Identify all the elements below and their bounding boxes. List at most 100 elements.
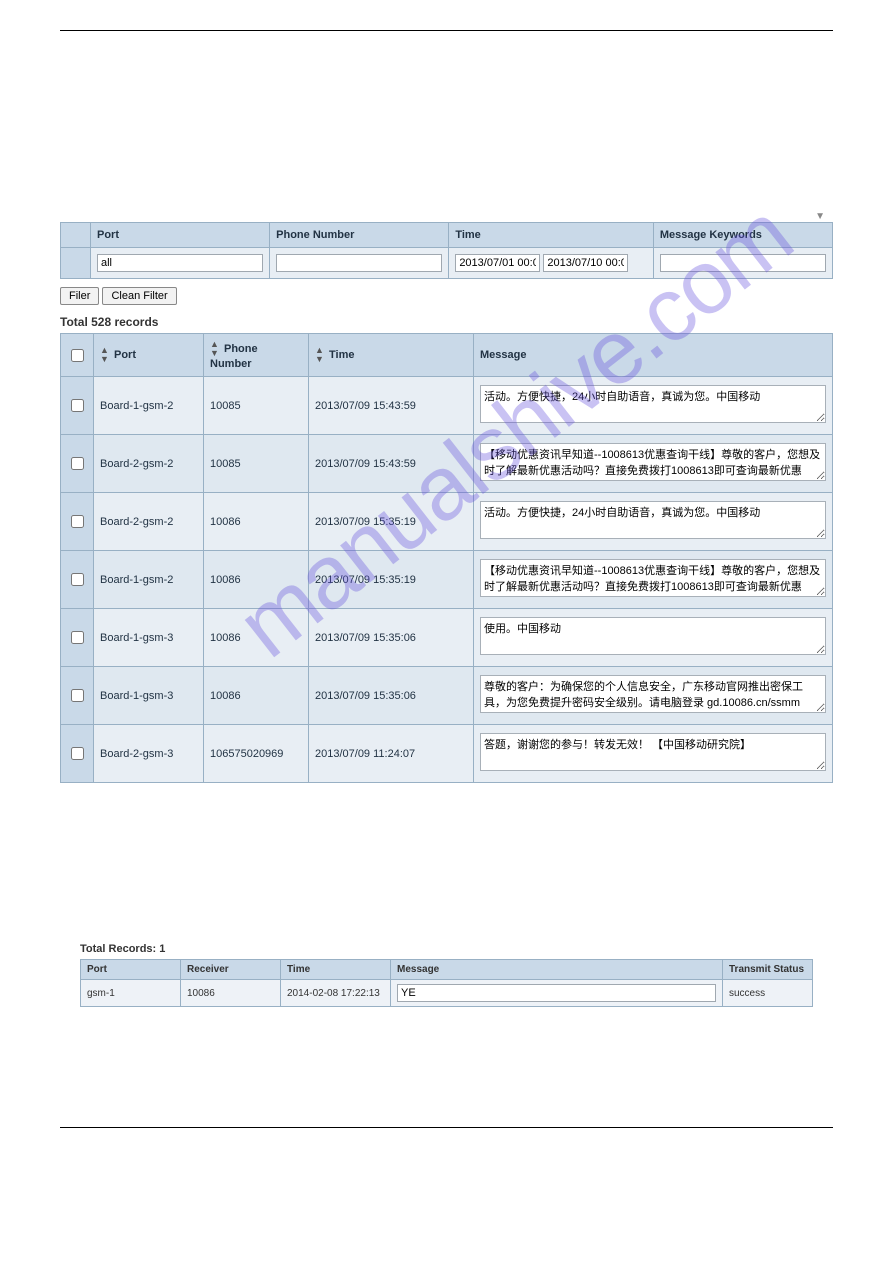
filter-time-header: Time [449, 223, 654, 248]
records-message-header: Message [474, 334, 833, 377]
row-message[interactable]: 【移动优惠资讯早知道--1008613优惠查询干线】尊敬的客户，您想及时了解最新… [480, 443, 826, 481]
row-message[interactable]: 答题，谢谢您的参与！转发无效！ 【中国移动研究院】 [480, 733, 826, 771]
row-port: Board-1-gsm-2 [94, 551, 204, 609]
row-check[interactable] [71, 457, 84, 470]
records-port-header-label: Port [114, 349, 136, 361]
collapse-icon[interactable]: ▼ [60, 211, 833, 222]
filter-actions: Filer Clean Filter [60, 287, 833, 305]
row-time: 2013/07/09 11:24:07 [309, 725, 474, 783]
row-message[interactable]: 活动。方便快捷，24小时自助语音，真诚为您。中国移动 [480, 501, 826, 539]
row-check-cell [61, 493, 94, 551]
outbox-receiver: 10086 [181, 980, 281, 1007]
row-time: 2013/07/09 15:35:19 [309, 493, 474, 551]
outbox-message[interactable] [397, 984, 716, 1002]
row-port: Board-1-gsm-3 [94, 609, 204, 667]
filter-table: Port Phone Number Time Message Keywords [60, 222, 833, 279]
row-time: 2013/07/09 15:35:06 [309, 667, 474, 725]
records-total-label: Total 528 records [60, 315, 833, 329]
filter-button[interactable]: Filer [60, 287, 99, 305]
row-check-cell [61, 435, 94, 493]
table-row: Board-1-gsm-3100862013/07/09 15:35:06尊敬的… [61, 667, 833, 725]
outbox-message-header: Message [391, 960, 723, 980]
filter-phone-header: Phone Number [270, 223, 449, 248]
records-port-header[interactable]: Port [94, 334, 204, 377]
filter-time-to-input[interactable] [543, 254, 628, 272]
filter-port-input[interactable] [97, 254, 263, 272]
row-message-cell: 活动。方便快捷，24小时自助语音，真诚为您。中国移动 [474, 493, 833, 551]
records-time-header[interactable]: Time [309, 334, 474, 377]
top-rule [60, 30, 833, 31]
sort-icon[interactable] [100, 346, 110, 364]
outbox-row: gsm-1100862014-02-08 17:22:13success [81, 980, 813, 1007]
clean-filter-button[interactable]: Clean Filter [102, 287, 176, 305]
filter-time-cell [449, 248, 654, 279]
row-check-cell [61, 377, 94, 435]
outbox-receiver-header: Receiver [181, 960, 281, 980]
filter-lead-header [61, 223, 91, 248]
table-row: Board-1-gsm-2100852013/07/09 15:43:59活动。… [61, 377, 833, 435]
row-phone: 10086 [204, 609, 309, 667]
row-check-cell [61, 667, 94, 725]
row-check[interactable] [71, 689, 84, 702]
table-row: Board-1-gsm-2100862013/07/09 15:35:19【移动… [61, 551, 833, 609]
records-table: Port Phone Number Time Message Board-1-g… [60, 333, 833, 783]
row-phone: 10085 [204, 377, 309, 435]
records-check-all[interactable] [71, 349, 84, 362]
row-phone: 106575020969 [204, 725, 309, 783]
records-time-header-label: Time [329, 349, 354, 361]
outbox-panel: Total Records: 1 Port Receiver Time Mess… [60, 943, 833, 1007]
row-check-cell [61, 725, 94, 783]
row-check[interactable] [71, 631, 84, 644]
filter-panel: Port Phone Number Time Message Keywords [60, 222, 833, 279]
row-check[interactable] [71, 573, 84, 586]
filter-phone-input[interactable] [276, 254, 442, 272]
records-check-all-cell [61, 334, 94, 377]
row-message-cell: 使用。中国移动 [474, 609, 833, 667]
filter-time-from-input[interactable] [455, 254, 540, 272]
row-port: Board-1-gsm-3 [94, 667, 204, 725]
row-message[interactable]: 使用。中国移动 [480, 617, 826, 655]
row-time: 2013/07/09 15:35:06 [309, 609, 474, 667]
row-phone: 10086 [204, 493, 309, 551]
row-message-cell: 【移动优惠资讯早知道--1008613优惠查询干线】尊敬的客户，您想及时了解最新… [474, 435, 833, 493]
filter-port-cell [91, 248, 270, 279]
row-port: Board-2-gsm-3 [94, 725, 204, 783]
outbox-table: Port Receiver Time Message Transmit Stat… [80, 959, 813, 1007]
sort-icon[interactable] [210, 340, 220, 358]
outbox-time-header: Time [281, 960, 391, 980]
records-phone-header[interactable]: Phone Number [204, 334, 309, 377]
filter-keywords-header: Message Keywords [653, 223, 832, 248]
row-check[interactable] [71, 747, 84, 760]
table-row: Board-2-gsm-2100862013/07/09 15:35:19活动。… [61, 493, 833, 551]
row-time: 2013/07/09 15:43:59 [309, 377, 474, 435]
row-message-cell: 答题，谢谢您的参与！转发无效！ 【中国移动研究院】 [474, 725, 833, 783]
filter-keywords-cell [653, 248, 832, 279]
row-phone: 10085 [204, 435, 309, 493]
filter-keywords-input[interactable] [660, 254, 826, 272]
row-message[interactable]: 活动。方便快捷，24小时自助语音，真诚为您。中国移动 [480, 385, 826, 423]
row-message[interactable]: 尊敬的客户：为确保您的个人信息安全，广东移动官网推出密保工具，为您免费提升密码安… [480, 675, 826, 713]
row-port: Board-2-gsm-2 [94, 493, 204, 551]
outbox-port-header: Port [81, 960, 181, 980]
outbox-port: gsm-1 [81, 980, 181, 1007]
row-check-cell [61, 551, 94, 609]
row-message[interactable]: 【移动优惠资讯早知道--1008613优惠查询干线】尊敬的客户，您想及时了解最新… [480, 559, 826, 597]
row-time: 2013/07/09 15:35:19 [309, 551, 474, 609]
filter-port-header: Port [91, 223, 270, 248]
row-message-cell: 【移动优惠资讯早知道--1008613优惠查询干线】尊敬的客户，您想及时了解最新… [474, 551, 833, 609]
sort-icon[interactable] [315, 346, 325, 364]
row-phone: 10086 [204, 667, 309, 725]
row-time: 2013/07/09 15:43:59 [309, 435, 474, 493]
row-message-cell: 尊敬的客户：为确保您的个人信息安全，广东移动官网推出密保工具，为您免费提升密码安… [474, 667, 833, 725]
row-check-cell [61, 609, 94, 667]
row-check[interactable] [71, 515, 84, 528]
row-message-cell: 活动。方便快捷，24小时自助语音，真诚为您。中国移动 [474, 377, 833, 435]
table-row: Board-2-gsm-31065750209692013/07/09 11:2… [61, 725, 833, 783]
outbox-total-label: Total Records: 1 [80, 943, 813, 955]
bottom-rule [60, 1127, 833, 1128]
row-port: Board-1-gsm-2 [94, 377, 204, 435]
outbox-status-header: Transmit Status [723, 960, 813, 980]
outbox-message-cell [391, 980, 723, 1007]
row-check[interactable] [71, 399, 84, 412]
table-row: Board-1-gsm-3100862013/07/09 15:35:06使用。… [61, 609, 833, 667]
